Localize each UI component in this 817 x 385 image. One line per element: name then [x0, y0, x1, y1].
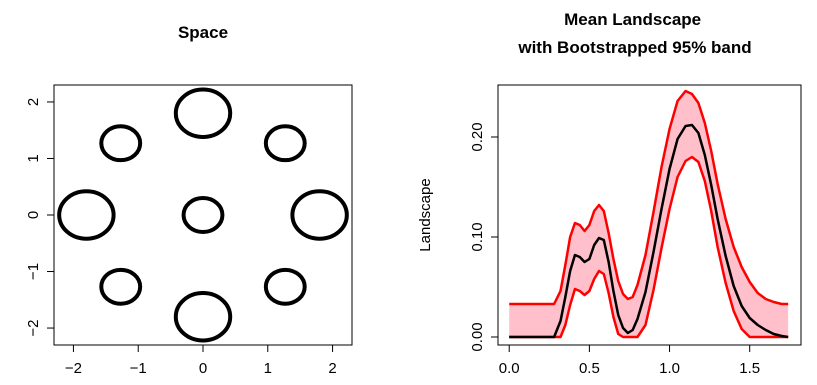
landscape-y-tick-label: 0.00	[469, 322, 486, 351]
space-points	[57, 87, 349, 343]
upper-band-line	[509, 89, 789, 306]
landscape-panel: Mean Landscape with Bootstrapped 95% ban…	[417, 10, 802, 377]
band-fill	[509, 91, 789, 337]
space-plot-frame	[53, 84, 353, 346]
landscape-y-tick-label: 0.20	[469, 122, 486, 151]
confidence-band	[509, 91, 789, 337]
space-x-tick-label: 0	[199, 360, 207, 377]
landscape-x-axis: 0.0 0.5 1.0 1.5	[499, 345, 760, 377]
space-panel: Space −2 −1 0 1 2 −2 −1 0 1 2	[25, 23, 353, 377]
space-point	[173, 87, 233, 140]
space-point	[173, 291, 233, 343]
space-point	[99, 267, 143, 306]
space-x-tick-label: −1	[130, 360, 147, 377]
landscape-x-tick-label: 0.5	[579, 360, 600, 377]
landscape-y-axis: 0.00 0.10 0.20	[469, 122, 498, 352]
space-y-tick-label: −2	[25, 319, 42, 336]
landscape-x-tick-label: 0.0	[499, 360, 520, 377]
space-x-tick-label: 1	[264, 360, 272, 377]
landscape-title-line-2: with Bootstrapped 95% band	[517, 38, 751, 57]
space-x-tick-label: −2	[65, 360, 82, 377]
landscape-lines	[509, 89, 789, 339]
mean-line	[509, 123, 789, 339]
landscape-plot-frame	[497, 84, 802, 346]
space-y-tick-label: 2	[25, 98, 42, 106]
space-point	[181, 196, 225, 234]
landscape-x-tick-label: 1.0	[659, 360, 680, 377]
space-point	[57, 189, 116, 241]
landscape-x-tick-label: 1.5	[739, 360, 760, 377]
landscape-title-line-1: Mean Landscape	[564, 10, 701, 29]
space-point	[99, 124, 143, 163]
space-y-axis: −2 −1 0 1 2	[25, 98, 54, 337]
space-title: Space	[178, 23, 228, 42]
space-point	[263, 267, 307, 306]
space-y-tick-label: −1	[25, 263, 42, 280]
space-y-tick-label: 1	[25, 154, 42, 162]
landscape-y-label: Landscape	[417, 178, 434, 251]
landscape-title: Mean Landscape with Bootstrapped 95% ban…	[517, 10, 751, 57]
landscape-y-tick-label: 0.10	[469, 222, 486, 251]
lower-band-line	[509, 155, 789, 339]
space-point	[263, 124, 307, 163]
space-y-tick-label: 0	[25, 211, 42, 219]
space-point	[290, 189, 349, 241]
space-x-tick-label: 2	[328, 360, 336, 377]
space-x-axis: −2 −1 0 1 2	[65, 345, 337, 377]
